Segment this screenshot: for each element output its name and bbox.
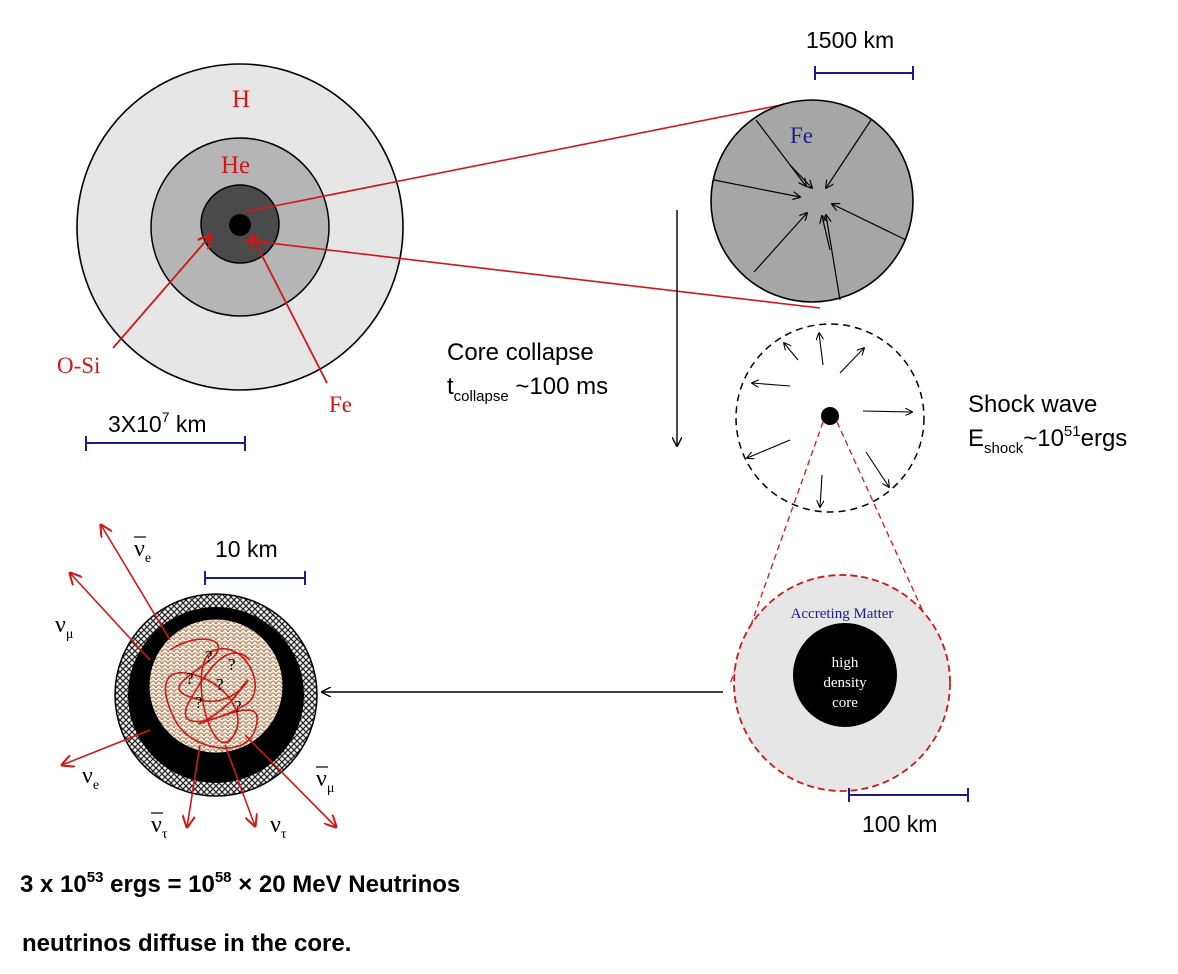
- neutrino-scale-label: 10 km: [215, 536, 278, 562]
- accretion-scale-bar: 100 km: [848, 788, 969, 837]
- question-marks: ? ? ? ? ? ?: [186, 647, 242, 716]
- outflow-arrows: [747, 333, 912, 507]
- svg-text:?: ?: [228, 655, 236, 674]
- accretion-scale-label: 100 km: [862, 811, 937, 837]
- escaping-neutrinos: [62, 525, 336, 827]
- helium-label: He: [221, 152, 250, 179]
- iron-scale-label: 1500 km: [806, 27, 894, 53]
- zoom-line-right: [836, 421, 951, 672]
- shock-wave: [735, 323, 925, 513]
- accretion-region: Accreting Matter high density core: [733, 574, 951, 792]
- core-label-line1: high: [832, 655, 859, 671]
- iron-center: [229, 214, 251, 236]
- nu-tau-bar-label: ντ: [151, 812, 168, 842]
- svg-text:?: ?: [195, 693, 203, 712]
- hydrogen-label: H: [232, 86, 250, 113]
- collapse-time: tcollapse ~100 ms: [447, 373, 608, 405]
- high-density-core: [793, 623, 897, 727]
- neutrino-core: ? ? ? ? ? ? νe νμ νe ντ ντ νμ: [55, 525, 336, 842]
- iron-core: Fe: [710, 99, 914, 303]
- fe-shell-label: Fe: [329, 392, 352, 417]
- svg-text:?: ?: [216, 675, 224, 694]
- osi-pointer-arrow: [112, 235, 211, 349]
- nu-e-bar-label: νe: [134, 536, 151, 566]
- iron-core-label: Fe: [790, 123, 813, 148]
- proto-neutron-star: [821, 407, 839, 425]
- neutrino-scale-bar: 10 km: [204, 536, 306, 585]
- iron-scale-bar: 1500 km: [806, 27, 914, 80]
- shock-front: [735, 323, 925, 513]
- zoom-line-bottom: [243, 239, 821, 309]
- svg-text:?: ?: [186, 669, 194, 688]
- shock-energy: Eshock~1051ergs: [968, 423, 1127, 457]
- massive-star: H He O-Si Fe: [57, 63, 404, 417]
- energy-statement: 3 x 1053 ergs = 1058 × 20 MeV Neutrinos: [20, 869, 460, 898]
- svg-text:?: ?: [234, 697, 242, 716]
- core-label-line3: core: [832, 695, 858, 711]
- nu-mu-label: νμ: [55, 612, 73, 642]
- osi-label: O-Si: [57, 353, 100, 378]
- diffusion-statement: neutrinos diffuse in the core.: [22, 930, 351, 957]
- core-label-line2: density: [823, 675, 867, 691]
- random-walk-path: [164, 638, 258, 749]
- iron-core-disk: [710, 99, 914, 303]
- star-scale-bar: 3X107 km: [85, 409, 246, 451]
- fe-pointer-arrow: [252, 236, 328, 384]
- infall-arrows: [713, 119, 907, 301]
- nu-tau-label: ντ: [270, 812, 287, 842]
- neutrino-labels: νe νμ νe ντ ντ νμ: [55, 536, 334, 842]
- zoom-line-top: [243, 101, 797, 213]
- nu-mu-bar-label: νμ: [316, 766, 334, 796]
- svg-text:?: ?: [205, 647, 213, 666]
- shock-title: Shock wave: [968, 391, 1097, 418]
- collapse-title: Core collapse: [447, 339, 594, 366]
- star-scale-label: 3X107 km: [108, 409, 207, 437]
- accreting-matter-label: Accreting Matter: [791, 606, 894, 622]
- nu-e-label: νe: [82, 763, 99, 793]
